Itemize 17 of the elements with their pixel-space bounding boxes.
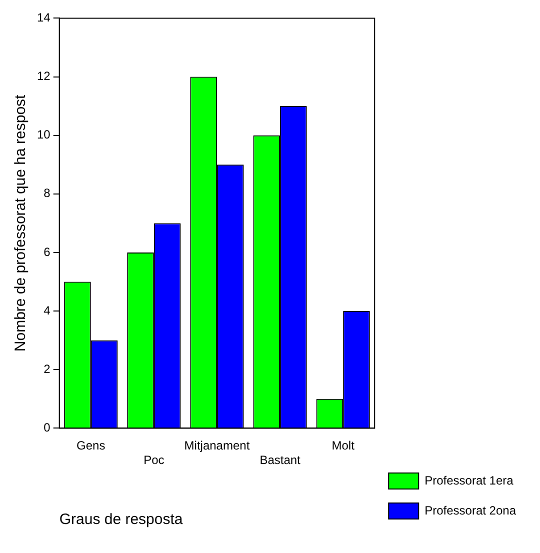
x-tick-label: Molt	[332, 438, 356, 453]
x-axis-title: Graus de resposta	[59, 511, 184, 528]
x-tick-label: Poc	[144, 453, 164, 468]
x-tick-label: Mitjanament	[184, 438, 250, 453]
legend-label: Professorat 2ona	[424, 503, 516, 518]
legend-label: Professorat 1era	[424, 473, 514, 488]
y-tick-label: 14	[36, 10, 51, 25]
y-tick-label: 4	[44, 303, 51, 318]
y-tick-label: 0	[44, 420, 51, 435]
y-tick-label: 6	[44, 244, 51, 259]
y-tick-label: 8	[44, 186, 51, 200]
y-axis-title: Nombre de professorat que ha respost	[12, 94, 30, 352]
x-tick-label: Bastant	[260, 453, 302, 468]
x-tick-label: Gens	[76, 438, 106, 453]
y-tick-label: 10	[36, 128, 51, 142]
y-tick-label: 2	[44, 362, 51, 376]
y-tick-label: 12	[36, 69, 51, 84]
